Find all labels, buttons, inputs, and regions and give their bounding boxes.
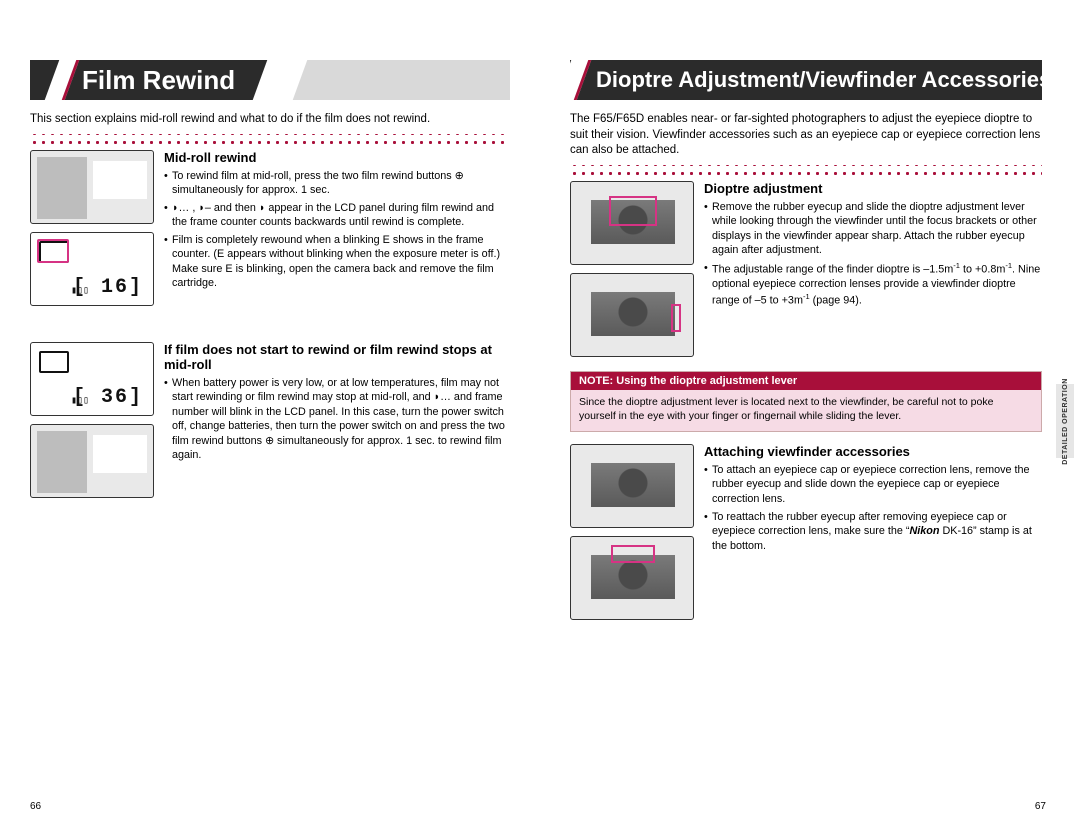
eyecup-highlight-icon [609, 196, 657, 226]
lcd-frame-num-1: [ 16] [73, 276, 143, 299]
page-title-left: Film Rewind [30, 65, 235, 96]
bullets-midroll: To rewind film at mid-roll, press the tw… [164, 169, 510, 292]
camera-eyecup-illus [570, 181, 694, 265]
note-body: Since the dioptre adjustment lever is lo… [579, 395, 1033, 423]
page-title-right: Dioptre Adjustment/Viewfinder Accessorie… [570, 67, 1042, 93]
illus-col-r2 [570, 444, 694, 620]
page-right: Dioptre Adjustment/Viewfinder Accessorie… [540, 0, 1080, 834]
subhead-accessories: Attaching viewfinder accessories [704, 444, 1042, 459]
bullet: The adjustable range of the finder diopt… [704, 261, 1042, 308]
lcd-illus-2: ▮▯▯ [ 36] [30, 342, 154, 416]
eyepiece-cap-illus [570, 444, 694, 528]
bullets-accessories: To attach an eyepiece cap or eyepiece co… [704, 463, 1042, 553]
bullet: Remove the rubber eyecup and slide the d… [704, 200, 1042, 258]
section-midroll: ▮▯▯ [ 16] Mid-roll rewind To rewind film… [30, 150, 510, 306]
t: to +0.8m [960, 263, 1005, 275]
page-left: Film Rewind This section explains mid-ro… [0, 0, 540, 834]
section-dioptre: Dioptre adjustment Remove the rubber eye… [570, 181, 1042, 357]
note-title: NOTE: Using the dioptre adjustment lever [571, 372, 1041, 390]
bullet: To reattach the rubber eyecup after remo… [704, 510, 1042, 554]
header-right: Dioptre Adjustment/Viewfinder Accessorie… [570, 60, 1042, 100]
subhead-midroll: Mid-roll rewind [164, 150, 510, 165]
intro-right: The F65/F65D enables near- or far-sighte… [570, 112, 1042, 159]
page-number-left: 66 [30, 801, 41, 812]
illus-col-1: ▮▯▯ [ 16] [30, 150, 154, 306]
bullet: ◗… , ◗– and then ◗ appear in the LCD pan… [164, 201, 510, 230]
header-left: Film Rewind [30, 60, 510, 100]
illus-col-2: ▮▯▯ [ 36] [30, 342, 154, 498]
bullet: To attach an eyepiece cap or eyepiece co… [704, 463, 1042, 507]
t: The adjustable range of the finder diopt… [712, 263, 953, 275]
text-col-1: Mid-roll rewind To rewind film at mid-ro… [164, 150, 510, 306]
text-col-r2: Attaching viewfinder accessories To atta… [704, 444, 1042, 620]
bullet: To rewind film at mid-roll, press the tw… [164, 169, 510, 198]
sup: -1 [953, 261, 960, 270]
camera-lever-illus [570, 273, 694, 357]
sup: -1 [803, 292, 810, 301]
header-light-bg [293, 60, 510, 100]
section-norewind: ▮▯▯ [ 36] If film does not start to rewi… [30, 342, 510, 498]
camera-rewind-illus [30, 150, 154, 224]
section-accessories: Attaching viewfinder accessories To atta… [570, 444, 1042, 620]
side-tab: DETAILED OPERATION [1056, 384, 1074, 458]
text-col-2: If film does not start to rewind or film… [164, 342, 510, 498]
note-box: NOTE: Using the dioptre adjustment lever… [570, 371, 1042, 432]
lcd-frame-num-2: [ 36] [73, 386, 143, 409]
illus-col-r1 [570, 181, 694, 357]
t: (page 94). [810, 294, 862, 306]
lcd-illus-1: ▮▯▯ [ 16] [30, 232, 154, 306]
bullets-dioptre: Remove the rubber eyecup and slide the d… [704, 200, 1042, 308]
eyecup-reattach-illus [570, 536, 694, 620]
lcd-highlight-icon [37, 239, 69, 263]
divider-dots [30, 134, 510, 144]
subhead-dioptre: Dioptre adjustment [704, 181, 1042, 196]
lever-highlight-icon [671, 304, 681, 332]
bullet: When battery power is very low, or at lo… [164, 376, 510, 463]
subhead-norewind: If film does not start to rewind or film… [164, 342, 510, 372]
bullets-norewind: When battery power is very low, or at lo… [164, 376, 510, 463]
brand-name: Nikon [909, 525, 939, 537]
divider-dots-r [570, 165, 1042, 175]
dk16-highlight-icon [611, 545, 655, 563]
page-number-right: 67 [1035, 801, 1046, 812]
intro-left: This section explains mid-roll rewind an… [30, 112, 510, 128]
text-col-r1: Dioptre adjustment Remove the rubber eye… [704, 181, 1042, 357]
camera-rewind-illus-2 [30, 424, 154, 498]
side-tab-label: DETAILED OPERATION [1062, 378, 1069, 465]
bullet: Film is completely rewound when a blinki… [164, 233, 510, 291]
